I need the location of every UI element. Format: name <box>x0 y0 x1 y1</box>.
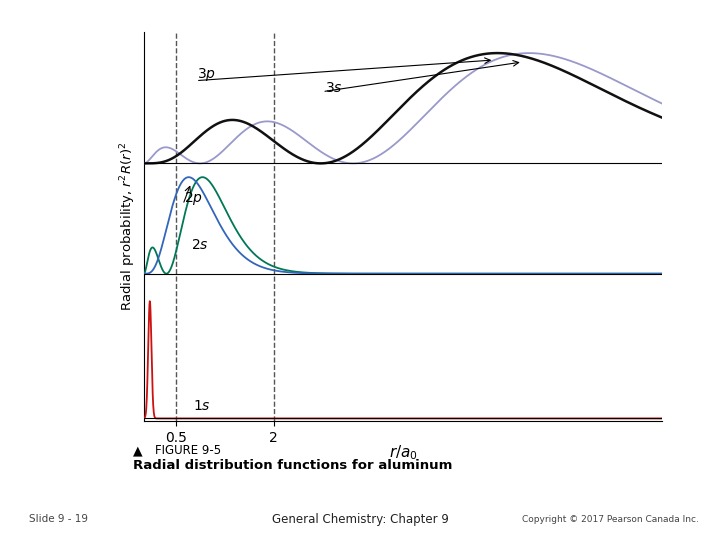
Text: $2s$: $2s$ <box>191 238 208 252</box>
Text: $3s$: $3s$ <box>325 80 343 94</box>
Text: Slide 9 - 19: Slide 9 - 19 <box>29 515 88 524</box>
Text: ▲: ▲ <box>133 444 143 457</box>
Text: $r/a_0$: $r/a_0$ <box>389 443 418 462</box>
Text: $2p$: $2p$ <box>184 190 203 207</box>
Text: FIGURE 9-5: FIGURE 9-5 <box>155 444 221 457</box>
Text: General Chemistry: Chapter 9: General Chemistry: Chapter 9 <box>271 513 449 526</box>
Text: $3p$: $3p$ <box>197 66 216 83</box>
Text: Copyright © 2017 Pearson Canada Inc.: Copyright © 2017 Pearson Canada Inc. <box>521 515 698 524</box>
Text: Radial distribution functions for aluminum: Radial distribution functions for alumin… <box>133 459 453 472</box>
Text: $1s$: $1s$ <box>193 399 210 413</box>
Y-axis label: Radial probability, $r^2R(r)^2$: Radial probability, $r^2R(r)^2$ <box>119 142 138 312</box>
